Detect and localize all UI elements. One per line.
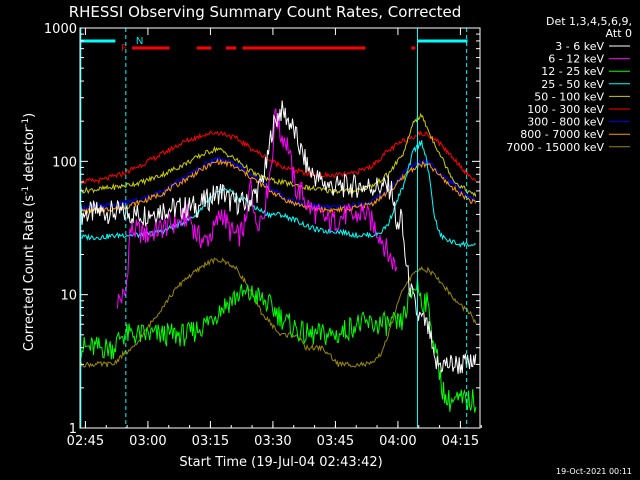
legend-label-7: 800 - 7000 keV	[520, 128, 604, 141]
series-line-2	[79, 278, 477, 413]
annotation-flare-label: F	[121, 43, 127, 54]
y-axis-label-main: Corrected Count Rate (s	[22, 195, 37, 352]
x-tick-label-4: 03:45	[317, 434, 354, 449]
y-tick-label-3: 1000	[44, 22, 77, 37]
x-tick-label-1: 03:00	[129, 434, 166, 449]
x-tick-label-3: 03:30	[254, 434, 291, 449]
legend-label-6: 300 - 800 keV	[527, 116, 604, 129]
legend-label-5: 100 - 300 keV	[527, 103, 604, 116]
y-axis-label-exp1: -1	[21, 186, 31, 195]
legend-label-1: 6 - 12 keV	[548, 53, 604, 66]
series-line-4	[79, 112, 477, 197]
series-line-7	[80, 158, 477, 215]
vertical-markers	[80, 28, 468, 428]
chart-title: RHESSI Observing Summary Count Rates, Co…	[69, 3, 462, 21]
footer-date: 19-Oct-2021 00:11	[556, 467, 632, 476]
x-tick-label-5: 04:00	[379, 434, 416, 449]
y-tick-label-0: 1	[69, 422, 77, 437]
series-layer	[79, 100, 477, 413]
y-axis-label-mid: detector	[22, 126, 37, 186]
series-line-0	[79, 100, 477, 374]
legend-label-2: 12 - 25 keV	[541, 65, 604, 78]
legend-header-line1: Det 1,3,4,5,6,9,	[546, 15, 632, 28]
x-axis-ticks: 02:45 03:00 03:15 03:30 03:45 04:00 04:15	[67, 28, 482, 449]
series-line-8	[79, 257, 477, 368]
y-tick-label-1: 10	[60, 289, 77, 304]
x-tick-label-2: 03:15	[192, 434, 229, 449]
y-axis-label: Corrected Count Rate (s-1 detector-1)	[21, 113, 37, 351]
y-axis-label-exp2: -1	[21, 118, 31, 127]
y-axis-label-end: )	[22, 113, 37, 118]
series-line-1	[117, 107, 398, 309]
legend-header-line2: Att 0	[606, 27, 632, 40]
series-line-5	[79, 130, 477, 185]
x-tick-label-6: 04:15	[442, 434, 479, 449]
legend-label-4: 50 - 100 keV	[534, 90, 604, 103]
legend-label-0: 3 - 6 keV	[555, 40, 604, 53]
y-tick-label-2: 100	[52, 155, 77, 170]
x-tick-label-0: 02:45	[67, 434, 104, 449]
legend-label-8: 7000 - 15000 keV	[506, 141, 604, 154]
plot-frame	[79, 27, 481, 429]
annotation-night-label: N	[136, 36, 143, 47]
legend-label-3: 25 - 50 keV	[541, 78, 604, 91]
y-axis-ticks: 1 10 100 1000	[44, 22, 480, 437]
x-axis-label: Start Time (19-Jul-04 02:43:42)	[179, 455, 382, 470]
